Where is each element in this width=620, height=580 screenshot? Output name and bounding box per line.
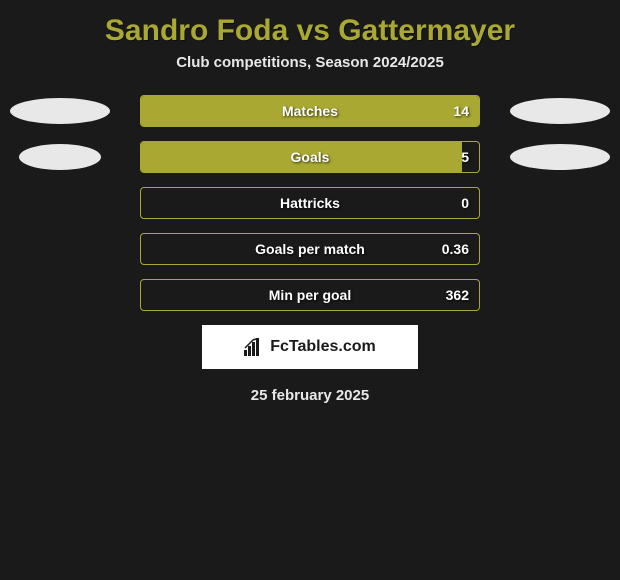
player-avatar-left <box>10 98 110 124</box>
page-subtitle: Club competitions, Season 2024/2025 <box>0 54 620 95</box>
stat-bar: Goals 5 <box>140 141 480 173</box>
stat-label: Min per goal <box>269 287 351 303</box>
stat-bar: Hattricks 0 <box>140 187 480 219</box>
stat-value: 362 <box>446 287 469 303</box>
stat-label: Goals per match <box>255 241 365 257</box>
player-avatar-right <box>510 98 610 124</box>
brand-badge: FcTables.com <box>202 325 418 369</box>
stat-value: 0.36 <box>442 241 469 257</box>
stat-bar: Matches 14 <box>140 95 480 127</box>
chart-icon <box>244 338 264 356</box>
brand-text: FcTables.com <box>270 338 376 356</box>
footer-date: 25 february 2025 <box>0 369 620 404</box>
avatar-slot-left <box>0 144 120 170</box>
page-title: Sandro Foda vs Gattermayer <box>0 0 620 54</box>
stat-row-with-avatars: Goals 5 <box>0 141 620 173</box>
stat-value: 0 <box>461 195 469 211</box>
stat-value: 5 <box>461 149 469 165</box>
player-avatar-left <box>19 144 101 170</box>
stat-label: Hattricks <box>280 195 340 211</box>
avatar-slot-right <box>500 144 620 170</box>
avatar-slot-left <box>0 98 120 124</box>
avatar-slot-right <box>500 98 620 124</box>
player-avatar-right <box>510 144 610 170</box>
stat-value: 14 <box>453 103 469 119</box>
stat-bar: Min per goal 362 <box>140 279 480 311</box>
stat-label: Matches <box>282 103 338 119</box>
stat-label: Goals <box>291 149 330 165</box>
stat-bar: Goals per match 0.36 <box>140 233 480 265</box>
stat-row-with-avatars: Matches 14 <box>0 95 620 127</box>
stats-container: Matches 14 Goals 5 Hattricks 0 Goals per match… <box>0 95 620 311</box>
